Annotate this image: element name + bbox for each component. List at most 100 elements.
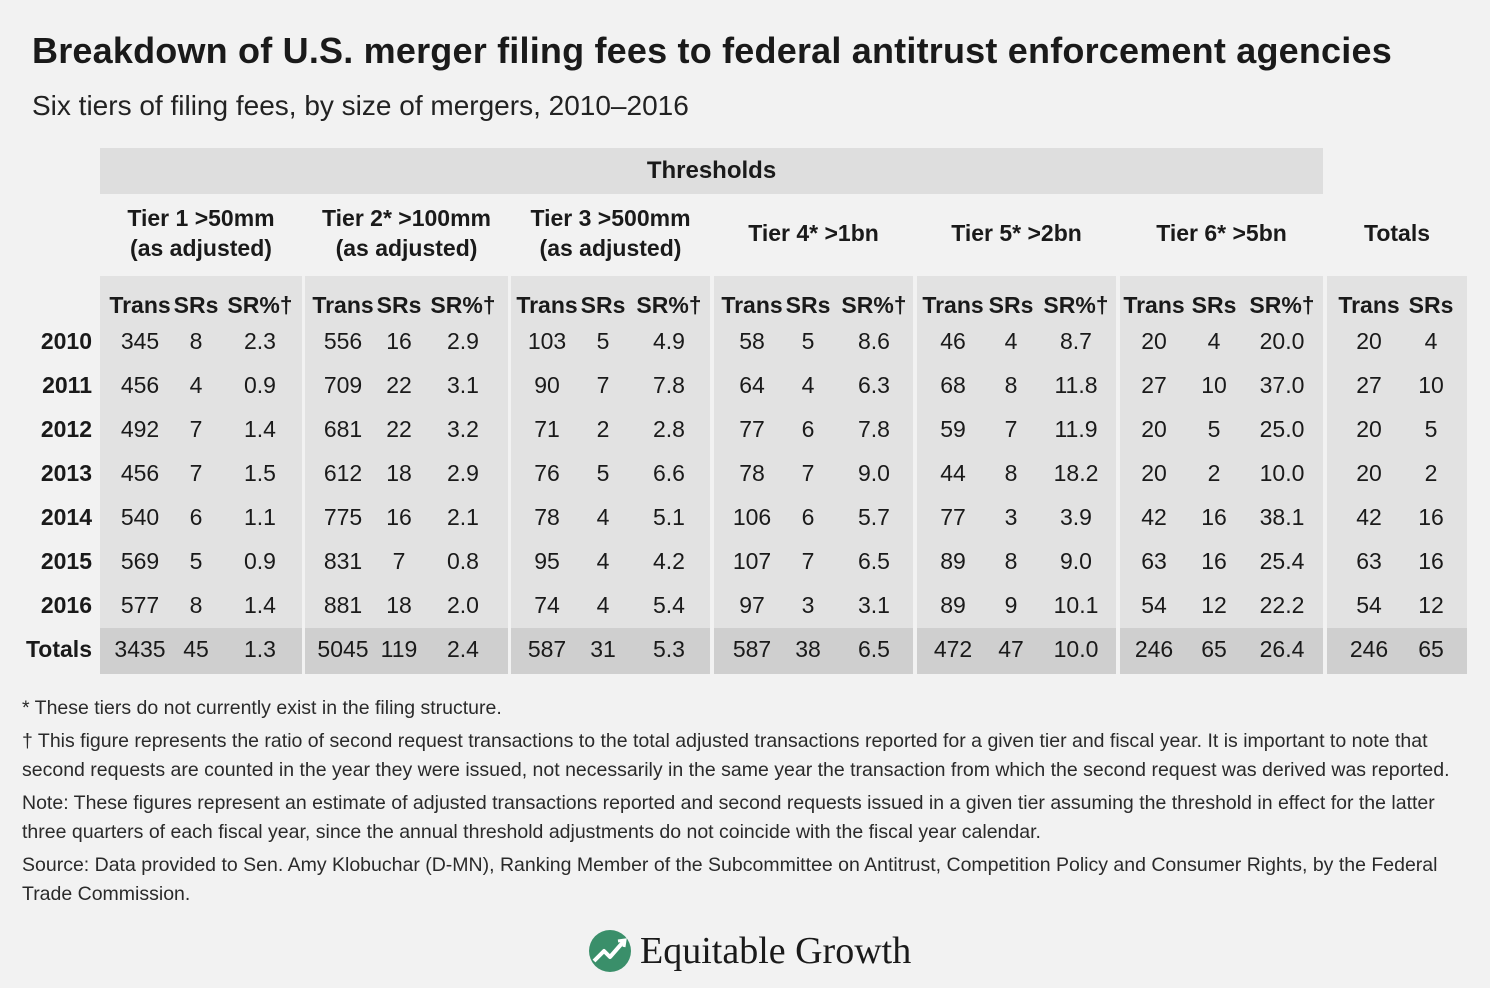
totals-row-band <box>100 628 302 674</box>
table-cell: 4.9 <box>653 328 685 354</box>
table-cell: 20 <box>1356 416 1382 442</box>
table-cell: 7 <box>801 548 815 574</box>
table-cell: 5.7 <box>858 504 890 530</box>
column-header: SR%† <box>636 292 702 318</box>
table-cell: 8 <box>189 328 203 354</box>
table-cell: 77 <box>739 416 765 442</box>
table-cell: 20 <box>1141 328 1167 354</box>
table-cell: 1.4 <box>244 416 276 442</box>
column-header: Trans <box>1338 292 1400 318</box>
table-cell: 71 <box>534 416 560 442</box>
table-cell: 5 <box>596 460 610 486</box>
table-cell: 2 <box>596 416 610 442</box>
table-cell: 16 <box>386 328 412 354</box>
table-cell: 10.1 <box>1053 592 1099 618</box>
table-cell: 6 <box>189 504 203 530</box>
footnote-note: Note: These figures represent an estimat… <box>22 792 1435 843</box>
column-header: SRs <box>785 292 831 318</box>
table-cell: 2.1 <box>447 504 479 530</box>
table-cell: 18.2 <box>1053 460 1099 486</box>
table-cell: 22.2 <box>1259 592 1305 618</box>
tier-panel-4 <box>714 276 913 674</box>
table-cell: 5 <box>189 548 203 574</box>
table-cell: 25.0 <box>1259 416 1305 442</box>
table-cell: 20 <box>1141 416 1167 442</box>
column-header: SR%† <box>841 292 907 318</box>
table-cell: 5 <box>1424 416 1438 442</box>
table-cell: 709 <box>323 372 363 398</box>
table-cell: 7 <box>1004 416 1018 442</box>
table-cell: 5.4 <box>653 592 685 618</box>
footnote-asterisk: * These tiers do not currently exist in … <box>22 697 502 719</box>
table-cell: 5.1 <box>653 504 685 530</box>
tier-panel-5 <box>917 276 1116 674</box>
table-cell: 246 <box>1134 636 1174 662</box>
table-cell: 4 <box>1004 328 1018 354</box>
table-cell: 18 <box>386 592 412 618</box>
table-cell: 2.8 <box>653 416 685 442</box>
group-header: Tier 3 >500mm (as adjusted) <box>511 200 710 266</box>
table-cell: 6.3 <box>858 372 890 398</box>
table-cell: 4.2 <box>653 548 685 574</box>
table-cell: 2.3 <box>244 328 276 354</box>
table-cell: 345 <box>120 328 160 354</box>
table-cell: 8 <box>1004 548 1018 574</box>
table-cell: 37.0 <box>1259 372 1305 398</box>
tier-panel-6 <box>1120 276 1323 674</box>
tier-panel-3 <box>511 276 710 674</box>
table-cell: 5.3 <box>653 636 685 662</box>
table-cell: 569 <box>120 548 160 574</box>
table-cell: 12 <box>1418 592 1444 618</box>
table-cell: 831 <box>323 548 363 574</box>
table-cell: 8.7 <box>1060 328 1092 354</box>
table-cell: 4 <box>801 372 815 398</box>
column-header: SRs <box>173 292 219 318</box>
table-cell: 11.9 <box>1054 416 1098 442</box>
table-cell: 27 <box>1356 372 1382 398</box>
totals-row-band <box>511 628 710 674</box>
row-label: 2012 <box>40 416 92 442</box>
table-cell: 10.0 <box>1053 636 1099 662</box>
column-header: Trans <box>1123 292 1185 318</box>
totals-row-band <box>305 628 508 674</box>
table-cell: 3.9 <box>1060 504 1092 530</box>
column-header: SRs <box>988 292 1034 318</box>
table-cell: 89 <box>940 548 966 574</box>
equitable-growth-logo-icon <box>589 930 631 972</box>
table-cell: 5 <box>1207 416 1221 442</box>
table-cell: 556 <box>323 328 363 354</box>
table-cell: 8.6 <box>858 328 890 354</box>
table-cell: 47 <box>998 636 1024 662</box>
table-cell: 6.5 <box>858 548 890 574</box>
table-cell: 6.5 <box>858 636 890 662</box>
table-cell: 577 <box>120 592 160 618</box>
table-cell: 16 <box>1418 504 1444 530</box>
table-cell: 107 <box>732 548 772 574</box>
table-cell: 881 <box>323 592 363 618</box>
table-cell: 2.9 <box>447 328 479 354</box>
table-cell: 46 <box>940 328 966 354</box>
table-cell: 65 <box>1418 636 1444 662</box>
totals-row-band <box>1327 628 1467 674</box>
table-cell: 74 <box>534 592 560 618</box>
table-cell: 10.0 <box>1259 460 1305 486</box>
table-cell: 7 <box>801 460 815 486</box>
table-cell: 119 <box>380 636 418 662</box>
table-cell: 10 <box>1201 372 1227 398</box>
table-cell: 7 <box>189 416 203 442</box>
table-cell: 3 <box>801 592 815 618</box>
table-cell: 1.5 <box>244 460 276 486</box>
group-header-label: Tier 6* >5bn <box>1156 220 1287 246</box>
totals-panel <box>1327 276 1467 674</box>
table-cell: 89 <box>940 592 966 618</box>
table-cell: 7.8 <box>858 416 890 442</box>
table-cell: 6 <box>801 504 815 530</box>
column-header: SRs <box>580 292 626 318</box>
column-header: Trans <box>922 292 984 318</box>
table-cell: 7 <box>596 372 610 398</box>
table-cell: 2.4 <box>447 636 479 662</box>
table-cell: 45 <box>183 636 209 662</box>
group-header: Tier 4* >1bn <box>714 200 913 266</box>
table-cell: 25.4 <box>1259 548 1305 574</box>
table-cell: 1.4 <box>244 592 276 618</box>
